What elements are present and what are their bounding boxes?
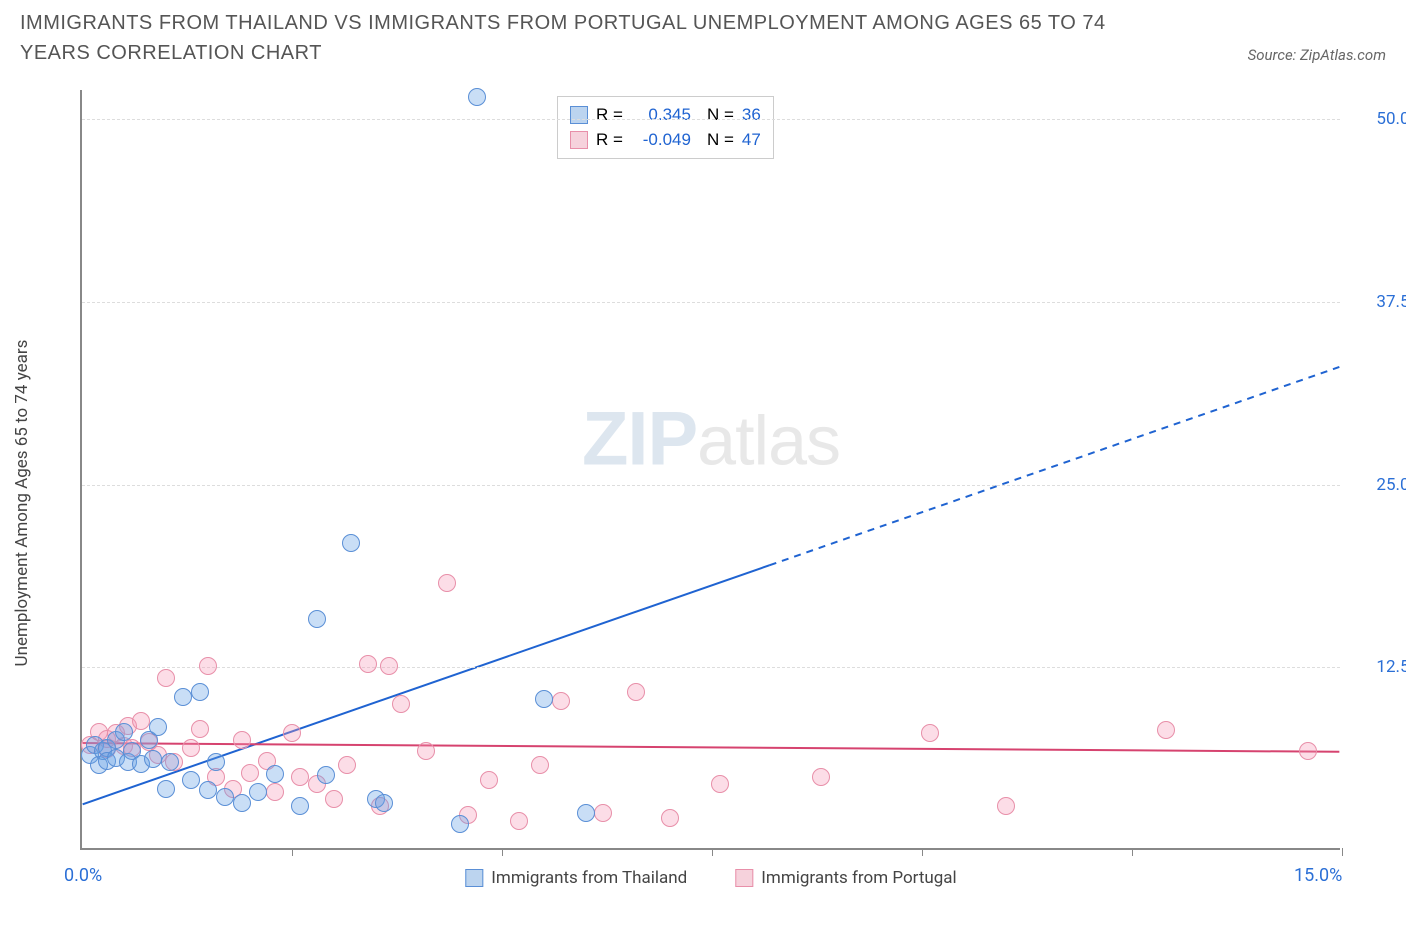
x-axis-max-label: 15.0%	[1294, 865, 1342, 886]
thailand-swatch-icon	[570, 106, 588, 124]
data-point	[233, 731, 251, 749]
y-tick-label: 25.0%	[1346, 475, 1406, 495]
data-point	[468, 88, 486, 106]
thailand-legend-label: Immigrants from Thailand	[491, 868, 687, 888]
chart-title: IMMIGRANTS FROM THAILAND VS IMMIGRANTS F…	[20, 8, 1170, 68]
data-point	[1299, 742, 1317, 760]
data-point	[182, 771, 200, 789]
portugal-swatch-icon	[570, 131, 588, 149]
data-point	[157, 780, 175, 798]
data-point	[283, 724, 301, 742]
data-point	[291, 768, 309, 786]
data-point	[291, 797, 309, 815]
data-point	[661, 809, 679, 827]
data-point	[342, 534, 360, 552]
data-point	[375, 794, 393, 812]
gridline	[82, 667, 1340, 668]
data-point	[535, 690, 553, 708]
x-tick-mark	[502, 848, 503, 856]
stats-row-portugal: R = -0.049 N = 47	[570, 128, 761, 153]
plot-area: ZIPatlas R = 0.345 N = 36 R = -0.049 N =…	[80, 90, 1340, 850]
data-point	[241, 764, 259, 782]
data-point	[1157, 721, 1175, 739]
y-axis-label: Unemployment Among Ages 65 to 74 years	[12, 339, 32, 666]
gridline	[82, 119, 1340, 120]
data-point	[207, 753, 225, 771]
watermark-atlas: atlas	[697, 401, 840, 479]
y-tick-label: 50.0%	[1346, 109, 1406, 129]
y-tick-label: 37.5%	[1346, 292, 1406, 312]
data-point	[157, 669, 175, 687]
legend-item-portugal: Immigrants from Portugal	[735, 868, 956, 888]
data-point	[216, 788, 234, 806]
x-tick-mark	[922, 848, 923, 856]
portugal-r-value: -0.049	[631, 128, 691, 153]
data-point	[480, 771, 498, 789]
data-point	[191, 683, 209, 701]
data-point	[233, 794, 251, 812]
data-point	[380, 657, 398, 675]
x-axis-min-label: 0.0%	[64, 865, 102, 886]
chart-container: Unemployment Among Ages 65 to 74 years Z…	[40, 75, 1380, 930]
data-point	[191, 720, 209, 738]
data-point	[325, 790, 343, 808]
x-tick-mark	[712, 848, 713, 856]
watermark-zip: ZIP	[582, 396, 697, 481]
r-label: R =	[596, 103, 623, 128]
data-point	[812, 768, 830, 786]
data-point	[359, 655, 377, 673]
data-point	[531, 756, 549, 774]
x-tick-mark	[292, 848, 293, 856]
portugal-swatch-icon	[735, 869, 753, 887]
data-point	[174, 688, 192, 706]
data-point	[921, 724, 939, 742]
r-label: R =	[596, 128, 623, 153]
data-point	[392, 695, 410, 713]
portugal-n-value: 47	[742, 128, 761, 153]
data-point	[627, 683, 645, 701]
data-point	[199, 657, 217, 675]
legend-item-thailand: Immigrants from Thailand	[465, 868, 687, 888]
bottom-legend: Immigrants from Thailand Immigrants from…	[465, 868, 956, 888]
data-point	[266, 765, 284, 783]
data-point	[577, 804, 595, 822]
data-point	[438, 574, 456, 592]
n-label: N =	[707, 103, 734, 128]
gridline	[82, 485, 1340, 486]
data-point	[266, 783, 284, 801]
n-label: N =	[707, 128, 734, 153]
watermark: ZIPatlas	[582, 395, 840, 482]
data-point	[199, 781, 217, 799]
data-point	[115, 723, 133, 741]
data-point	[317, 766, 335, 784]
data-point	[552, 692, 570, 710]
thailand-swatch-icon	[465, 869, 483, 887]
gridline	[82, 302, 1340, 303]
data-point	[451, 815, 469, 833]
data-point	[417, 742, 435, 760]
data-point	[249, 783, 267, 801]
data-point	[144, 750, 162, 768]
data-point	[161, 753, 179, 771]
x-tick-mark	[1342, 848, 1343, 856]
data-point	[308, 610, 326, 628]
portugal-legend-label: Immigrants from Portugal	[761, 868, 956, 888]
data-point	[997, 797, 1015, 815]
trend-lines	[82, 90, 1340, 848]
data-point	[510, 812, 528, 830]
data-point	[711, 775, 729, 793]
data-point	[132, 712, 150, 730]
correlation-stats-box: R = 0.345 N = 36 R = -0.049 N = 47	[557, 96, 774, 159]
stats-row-thailand: R = 0.345 N = 36	[570, 103, 761, 128]
thailand-n-value: 36	[742, 103, 761, 128]
data-point	[338, 756, 356, 774]
data-point	[594, 804, 612, 822]
x-tick-mark	[1132, 848, 1133, 856]
source-label: Source: ZipAtlas.com	[1248, 46, 1386, 68]
y-tick-label: 12.5%	[1346, 657, 1406, 677]
data-point	[182, 739, 200, 757]
thailand-r-value: 0.345	[631, 103, 691, 128]
data-point	[149, 718, 167, 736]
